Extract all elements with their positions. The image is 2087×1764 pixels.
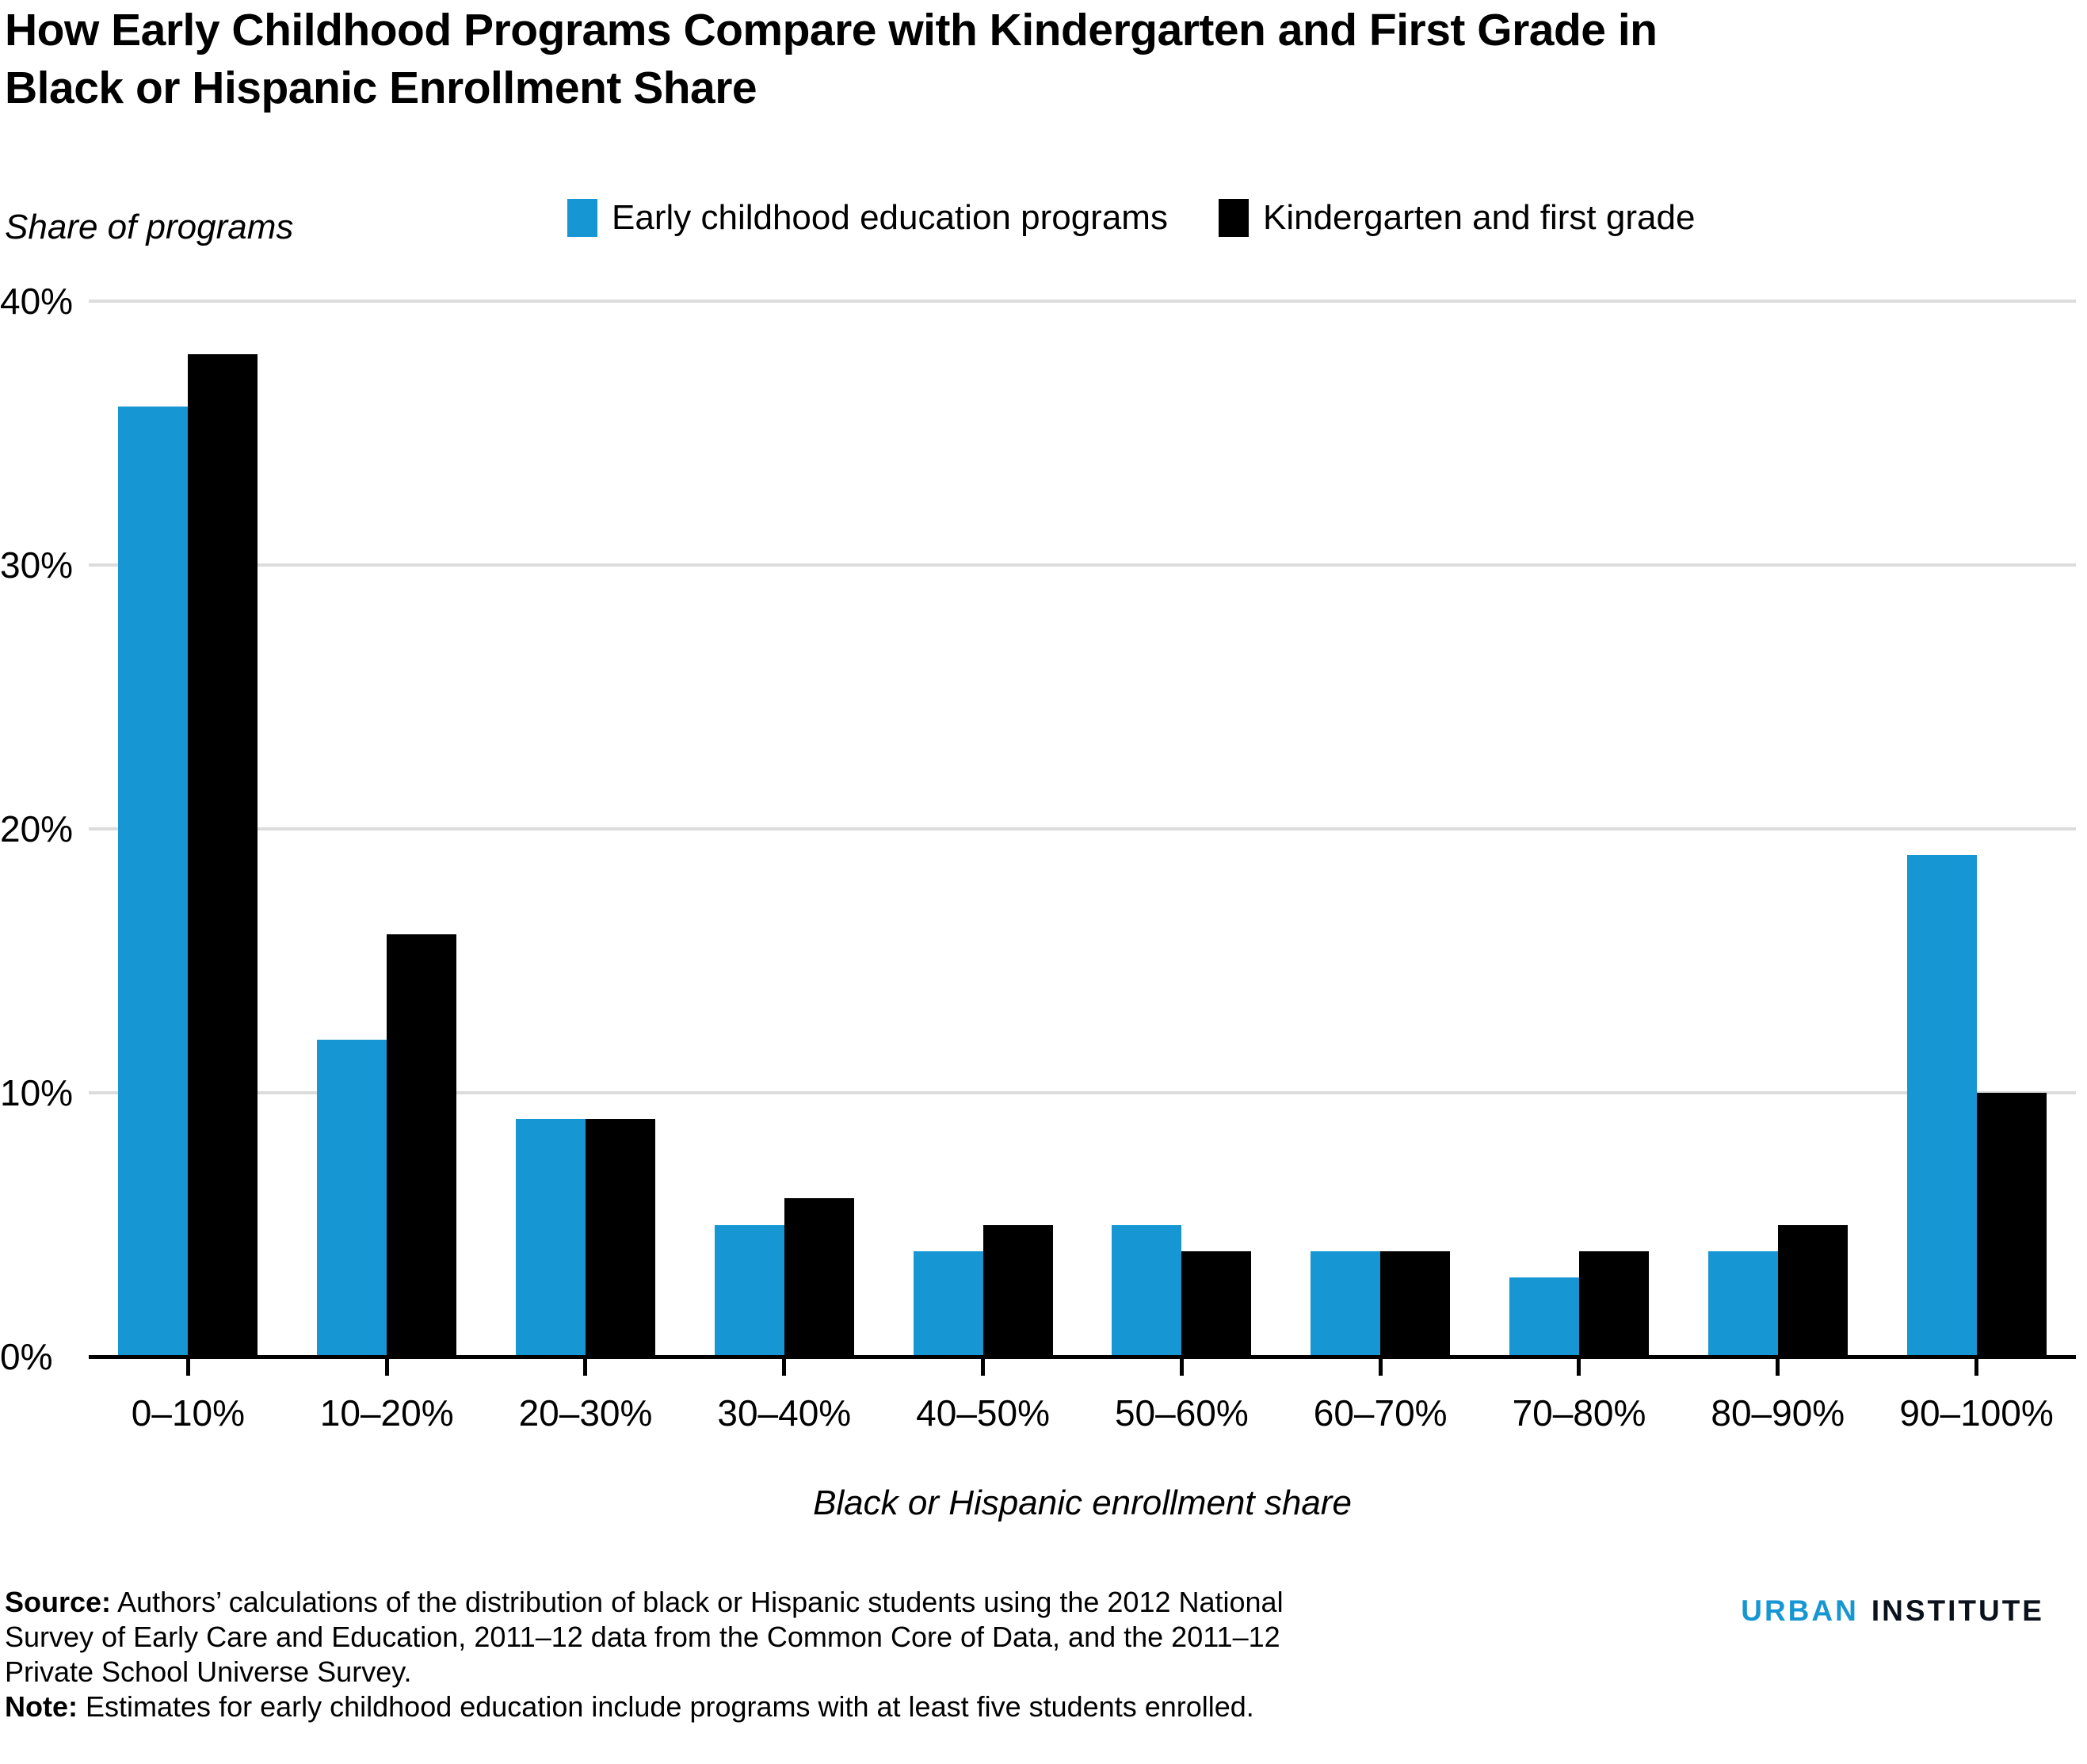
x-tick xyxy=(185,1357,190,1376)
x-tick xyxy=(1776,1357,1780,1376)
bar-group xyxy=(1877,301,2076,1357)
bar-kindergarten xyxy=(1380,1250,1451,1357)
plot-area: 40% 30% 20% 10% 0% xyxy=(0,281,2087,1377)
x-tick-slot xyxy=(486,1357,685,1376)
x-tick-label: 0–10% xyxy=(131,1392,246,1434)
legend-swatch-early-childhood xyxy=(567,199,597,237)
source-line-2: Survey of Early Care and Education, 2011… xyxy=(5,1621,1280,1653)
bar-kindergarten xyxy=(387,934,457,1357)
x-tick-label: 70–80% xyxy=(1512,1392,1646,1434)
bar-group xyxy=(685,301,883,1357)
legend-swatch-kindergarten xyxy=(1218,199,1249,237)
chart-title-line-1: How Early Childhood Programs Compare wit… xyxy=(5,5,1658,55)
x-tick-label: 50–60% xyxy=(1114,1392,1249,1434)
legend: Early childhood education programs Kinde… xyxy=(567,198,1695,238)
bar-kindergarten xyxy=(1578,1250,1649,1357)
legend-label-early-childhood: Early childhood education programs xyxy=(612,198,1168,237)
legend-label-kindergarten: Kindergarten and first grade xyxy=(1262,198,1696,237)
logo-institute: INSTITUTE xyxy=(1871,1594,2044,1627)
chart-title: How Early Childhood Programs Compare wit… xyxy=(5,2,2081,117)
source-note: Source: Authors’ calculations of the dis… xyxy=(5,1585,1336,1724)
x-tick xyxy=(782,1357,787,1376)
x-tick-label: 60–70% xyxy=(1313,1392,1448,1434)
x-tick xyxy=(583,1357,588,1376)
x-tick xyxy=(981,1357,986,1376)
x-tick-slot xyxy=(685,1357,883,1376)
bar-group xyxy=(1480,301,1679,1357)
x-tick-label: 80–90% xyxy=(1711,1392,1845,1434)
bar-group xyxy=(288,301,486,1357)
x-tick-slot xyxy=(288,1357,486,1376)
bar-group xyxy=(89,301,288,1357)
logo-urban: URBAN xyxy=(1741,1594,1859,1627)
bar-group xyxy=(883,301,1082,1357)
bars-layer xyxy=(89,301,2076,1357)
x-tick xyxy=(1378,1357,1383,1376)
note-line: Note: Estimates for early childhood educ… xyxy=(5,1690,1254,1723)
bar-early-childhood xyxy=(913,1250,983,1357)
y-tick-label: 40% xyxy=(0,281,74,322)
bar-early-childhood xyxy=(1509,1277,1579,1357)
bar-kindergarten xyxy=(1777,1224,1848,1357)
source-line-1: Source: Authors’ calculations of the dis… xyxy=(5,1586,1284,1618)
y-axis-title: Share of programs xyxy=(5,208,294,246)
bar-early-childhood xyxy=(515,1119,586,1357)
legend-item-kindergarten: Kindergarten and first grade xyxy=(1218,198,1696,238)
legend-item-early-childhood: Early childhood education programs xyxy=(567,198,1168,238)
x-axis-line xyxy=(89,1355,2076,1359)
chart-title-line-2: Black or Hispanic Enrollment Share xyxy=(5,63,757,113)
x-tick-label: 30–40% xyxy=(717,1392,852,1434)
bar-kindergarten xyxy=(982,1224,1053,1357)
x-tick-label: 40–50% xyxy=(916,1392,1050,1434)
bar-early-childhood xyxy=(317,1040,387,1357)
bar-early-childhood xyxy=(118,407,189,1357)
x-tick-slot xyxy=(1082,1357,1281,1376)
x-tick xyxy=(1577,1357,1581,1376)
x-tick-labels: 0–10% 10–20% 20–30% 30–40% 40–50% 50–60% 60–70… xyxy=(89,1392,2076,1434)
bar-early-childhood xyxy=(1112,1224,1182,1357)
y-tick-label: 10% xyxy=(0,1072,74,1113)
bar-early-childhood xyxy=(1311,1250,1381,1357)
bar-kindergarten xyxy=(1181,1250,1252,1357)
x-ticks xyxy=(89,1357,2076,1376)
note-label: Note: xyxy=(5,1690,78,1723)
x-tick-slot xyxy=(1678,1357,1877,1376)
x-tick-slot xyxy=(1480,1357,1679,1376)
y-tick-label: 30% xyxy=(0,544,74,586)
bar-group xyxy=(1678,301,1877,1357)
x-tick-slot xyxy=(883,1357,1082,1376)
y-tick-label: 20% xyxy=(0,808,74,850)
y-tick-label: 0% xyxy=(0,1336,53,1377)
x-tick-label: 90–100% xyxy=(1899,1392,2054,1434)
x-tick-slot xyxy=(1877,1357,2076,1376)
gridline xyxy=(89,827,2076,830)
bar-early-childhood xyxy=(1906,855,1977,1357)
bar-group xyxy=(1281,301,1480,1357)
x-tick xyxy=(1179,1357,1184,1376)
bar-kindergarten xyxy=(784,1198,854,1357)
x-tick-slot xyxy=(1281,1357,1480,1376)
source-line-3: Private School Universe Survey. xyxy=(5,1655,412,1688)
urban-institute-logo: URBAN INSTITUTE xyxy=(1741,1594,2044,1628)
x-tick xyxy=(1974,1357,1979,1376)
bar-group xyxy=(1082,301,1281,1357)
bar-kindergarten xyxy=(1976,1093,2047,1357)
gridline xyxy=(89,1091,2076,1094)
bar-group xyxy=(486,301,685,1357)
x-tick-label: 20–30% xyxy=(518,1392,653,1434)
bar-kindergarten xyxy=(585,1119,655,1357)
bar-early-childhood xyxy=(1707,1250,1778,1357)
x-tick-slot xyxy=(89,1357,288,1376)
gridline xyxy=(89,300,2076,303)
x-tick-label: 10–20% xyxy=(319,1392,454,1434)
bar-kindergarten xyxy=(188,353,258,1357)
bar-early-childhood xyxy=(714,1224,784,1357)
source-label: Source: xyxy=(5,1586,112,1618)
x-axis-title: Black or Hispanic enrollment share xyxy=(813,1483,1352,1522)
x-tick xyxy=(384,1357,389,1376)
gridline xyxy=(89,563,2076,567)
